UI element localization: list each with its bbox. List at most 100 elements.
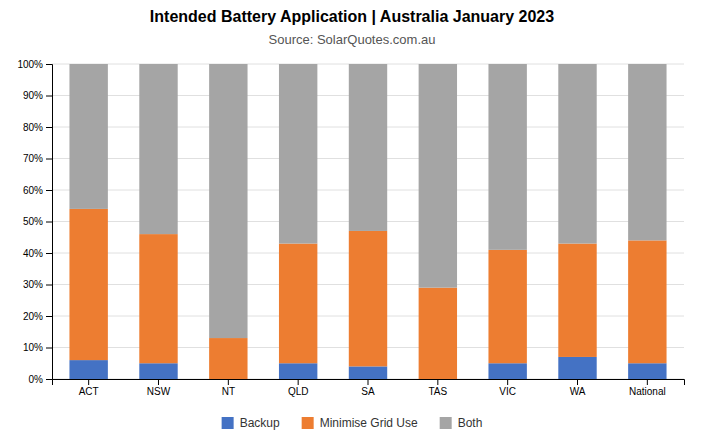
tick-mark — [158, 379, 159, 385]
bar — [209, 64, 247, 338]
bar — [279, 363, 317, 379]
tick-mark — [46, 222, 52, 223]
tick-label: 0% — [29, 374, 44, 385]
legend-label: Both — [458, 416, 483, 430]
tick-label: 20% — [23, 311, 43, 322]
title: Intended Battery Application | Australia… — [150, 8, 554, 25]
legend-swatch — [302, 417, 314, 429]
bar — [419, 64, 457, 288]
bar — [488, 250, 526, 363]
chart: Intended Battery Application | Australia… — [0, 0, 704, 441]
tick: NSW — [147, 379, 171, 397]
bar — [69, 360, 107, 379]
bar — [209, 338, 247, 379]
tick: WA — [570, 379, 586, 397]
tick: TAS — [428, 379, 447, 397]
tick: 70% — [23, 153, 52, 164]
tick: 10% — [23, 342, 52, 353]
legend-item: Both — [440, 416, 483, 430]
legend-label: Backup — [240, 416, 280, 430]
tick-label: 60% — [23, 185, 43, 196]
subtitle: Source: SolarQuotes.com.au — [269, 32, 436, 47]
tick-mark — [368, 379, 369, 385]
bar — [69, 64, 107, 209]
bar — [349, 366, 387, 379]
tick-label: 100% — [17, 59, 43, 70]
tick: 90% — [23, 90, 52, 101]
bar — [279, 244, 317, 364]
bar — [558, 357, 596, 379]
tick-mark — [46, 316, 52, 317]
tick-label: WA — [570, 386, 586, 397]
bar — [139, 234, 177, 363]
bar — [558, 64, 596, 244]
tick: SA — [361, 379, 375, 397]
bars — [69, 64, 666, 379]
tick-label: 80% — [23, 122, 43, 133]
bar — [69, 209, 107, 360]
bar — [488, 64, 526, 250]
bar — [349, 64, 387, 231]
bar — [349, 231, 387, 366]
plot: 0% 10% 20% 30% 40% 50% 60% 70% 80% 90% 100% ACT NSW N… — [17, 59, 684, 397]
tick-mark — [46, 379, 52, 380]
legend-swatch — [440, 417, 452, 429]
tick: 100% — [17, 59, 52, 70]
tick-mark — [228, 379, 229, 385]
tick-label: 90% — [23, 90, 43, 101]
tick: 50% — [23, 216, 52, 227]
bar — [628, 363, 666, 379]
tick-mark — [88, 379, 89, 385]
tick-label: 40% — [23, 248, 43, 259]
tick-label: 70% — [23, 153, 43, 164]
grid — [52, 64, 684, 379]
tick: ACT — [79, 379, 99, 397]
tick-mark — [46, 159, 52, 160]
tick: 0% — [29, 374, 52, 385]
tick-mark — [46, 96, 52, 97]
bar — [558, 244, 596, 357]
tick: National — [629, 379, 666, 397]
tick-label: QLD — [288, 386, 309, 397]
tick-label: SA — [361, 386, 375, 397]
bar — [488, 363, 526, 379]
tick-mark — [46, 348, 52, 349]
tick-label: NT — [222, 386, 235, 397]
tick: 30% — [23, 279, 52, 290]
tick-label: National — [629, 386, 666, 397]
tick: 20% — [23, 311, 52, 322]
tick: VIC — [499, 379, 516, 397]
tick: 80% — [23, 122, 52, 133]
bar — [419, 288, 457, 379]
tick-mark — [647, 379, 648, 385]
bar — [628, 64, 666, 240]
x-axis: ACT NSW NT QLD SA TAS VIC WA National — [53, 379, 685, 397]
bar — [139, 363, 177, 379]
tick-mark — [507, 379, 508, 385]
legend-item: Backup — [222, 416, 280, 430]
tick-mark — [46, 64, 52, 65]
tick-mark — [577, 379, 578, 385]
tick-mark — [46, 127, 52, 128]
tick-mark — [298, 379, 299, 385]
legend-swatch — [222, 417, 234, 429]
tick-label: NSW — [147, 386, 171, 397]
tick-label: 10% — [23, 342, 43, 353]
legend: Backup Minimise Grid Use Both — [222, 416, 483, 430]
tick-mark — [46, 253, 52, 254]
series — [69, 64, 666, 338]
tick-mark — [46, 285, 52, 286]
tick: 40% — [23, 248, 52, 259]
tick-mark — [437, 379, 438, 385]
tick-label: TAS — [428, 386, 447, 397]
legend-item: Minimise Grid Use — [302, 416, 418, 430]
tick-label: 50% — [23, 216, 43, 227]
bar — [279, 64, 317, 244]
tick: 60% — [23, 185, 52, 196]
tick-label: VIC — [499, 386, 516, 397]
bar — [628, 240, 666, 363]
legend-label: Minimise Grid Use — [320, 416, 418, 430]
axis-line — [46, 65, 53, 380]
tick-label: ACT — [79, 386, 99, 397]
y-axis: 0% 10% 20% 30% 40% 50% 60% 70% 80% 90% 100% — [17, 59, 52, 385]
